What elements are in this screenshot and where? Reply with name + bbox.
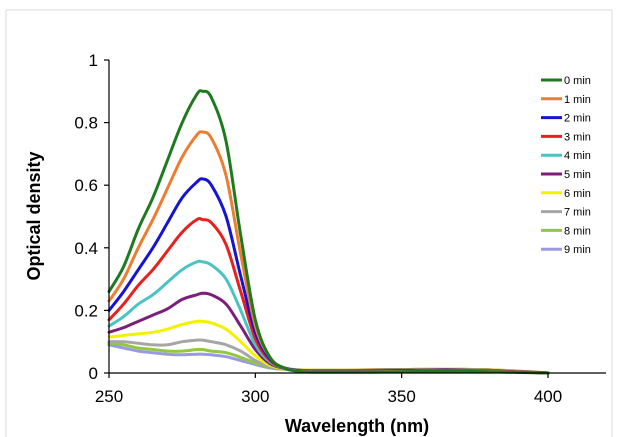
legend-label: 7 min [564, 207, 591, 219]
legend-label: 9 min [564, 244, 591, 256]
y-tick-label: 0 [89, 364, 98, 383]
legend-item: 8 min [541, 225, 591, 237]
y-axis-ticks: 0 0.2 0.4 0.6 0.8 1 [74, 51, 109, 383]
legend-item: 7 min [541, 207, 591, 219]
legend-label: 8 min [564, 225, 591, 237]
x-tick-label: 350 [387, 387, 415, 406]
legend-label: 5 min [564, 169, 591, 181]
legend-item: 4 min [541, 150, 591, 162]
y-tick-label: 0.2 [74, 301, 98, 320]
series-layer [107, 89, 550, 375]
y-tick-label: 0.8 [74, 114, 98, 133]
legend-item: 1 min [541, 94, 591, 106]
legend-label: 6 min [564, 188, 591, 200]
x-tick-label: 400 [534, 387, 562, 406]
legend-item: 3 min [541, 131, 591, 143]
legend: 0 min 1 min 2 min 3 min 4 min 5 min 6 min 7 min… [541, 75, 591, 256]
y-axis-title: Optical density [24, 151, 44, 280]
x-tick-label: 300 [241, 387, 269, 406]
legend-item: 2 min [541, 113, 591, 125]
legend-label: 0 min [564, 75, 591, 87]
x-tick-label: 250 [95, 387, 123, 406]
legend-label: 2 min [564, 113, 591, 125]
legend-label: 1 min [564, 94, 591, 106]
y-tick-label: 0.6 [74, 176, 98, 195]
x-axis-title: Wavelength (nm) [285, 416, 429, 436]
legend-label: 4 min [564, 150, 591, 162]
legend-label: 3 min [564, 131, 591, 143]
legend-item: 5 min [541, 169, 591, 181]
legend-item: 0 min [541, 75, 591, 87]
legend-item: 6 min [541, 188, 591, 200]
series-line-0-min [107, 89, 550, 375]
x-axis-ticks: 250 300 350 400 [95, 373, 562, 406]
legend-item: 9 min [541, 244, 591, 256]
y-tick-label: 1 [89, 51, 98, 70]
y-tick-label: 0.4 [74, 239, 98, 258]
